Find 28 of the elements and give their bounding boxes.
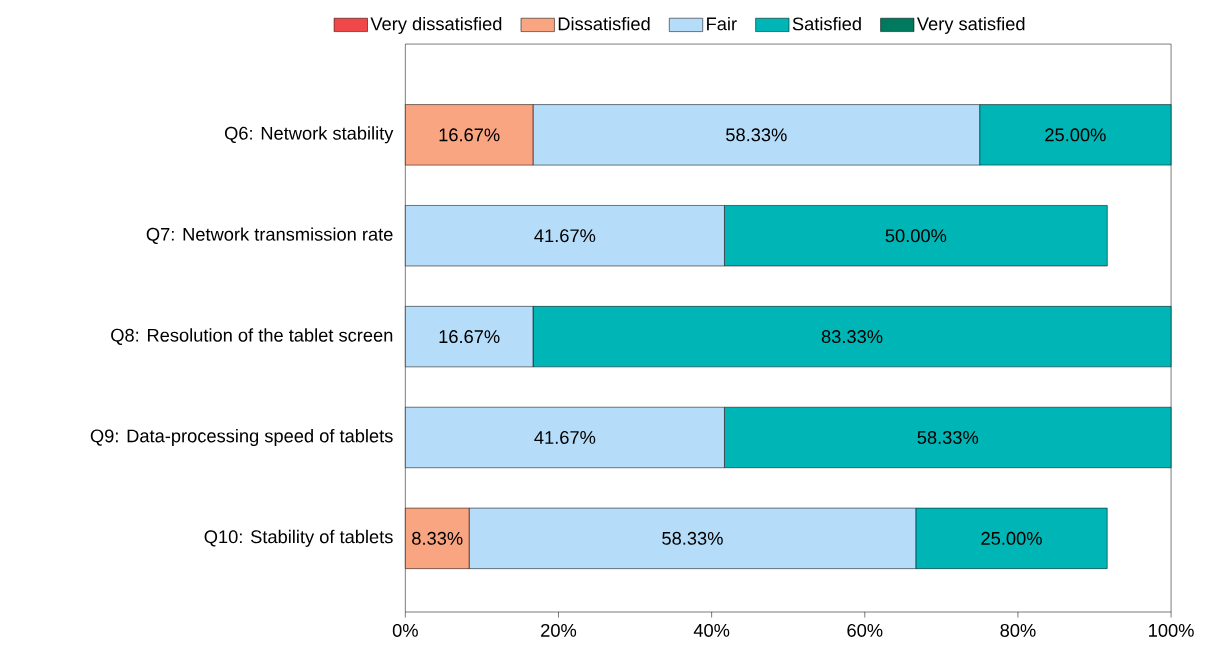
legend-label: Satisfied xyxy=(792,16,861,31)
x-tick-label: 60% xyxy=(847,623,883,637)
data-label: 50.00% xyxy=(885,229,947,243)
y-tick-label: Q7: Network transmission rate xyxy=(146,227,393,245)
data-label: 83.33% xyxy=(821,330,883,344)
x-tick-label: 80% xyxy=(1000,623,1036,637)
y-tick-label: Q9: Data-processing speed of tablets xyxy=(90,428,393,446)
legend-label: Dissatisfied xyxy=(558,16,650,31)
x-tick-label: 20% xyxy=(541,623,577,637)
legend-label: Very dissatisfied xyxy=(370,16,502,34)
data-label: 41.67% xyxy=(534,430,596,444)
legend-label: Very satisfied xyxy=(916,16,1025,34)
legend-label: Fair xyxy=(707,16,737,31)
data-label: 25.00% xyxy=(1045,128,1106,142)
data-label: 8.33% xyxy=(412,531,463,545)
data-label: 58.33% xyxy=(917,430,979,444)
data-label: 16.67% xyxy=(439,330,500,344)
data-label: 58.33% xyxy=(726,128,787,142)
y-tick-label: Q8: Resolution of the tablet screen xyxy=(111,328,393,345)
data-label: 25.00% xyxy=(981,531,1042,545)
x-tick-label: 100% xyxy=(1149,623,1194,637)
data-label: 58.33% xyxy=(662,531,723,545)
y-tick-label: Q10: Stability of tablets xyxy=(204,529,393,547)
data-label: 41.67% xyxy=(534,229,596,243)
x-tick-label: 40% xyxy=(693,623,730,637)
data-label: 16.67% xyxy=(439,128,500,142)
x-tick-label: 0% xyxy=(392,623,418,637)
y-tick-label: Q6: Network stability xyxy=(224,126,394,144)
